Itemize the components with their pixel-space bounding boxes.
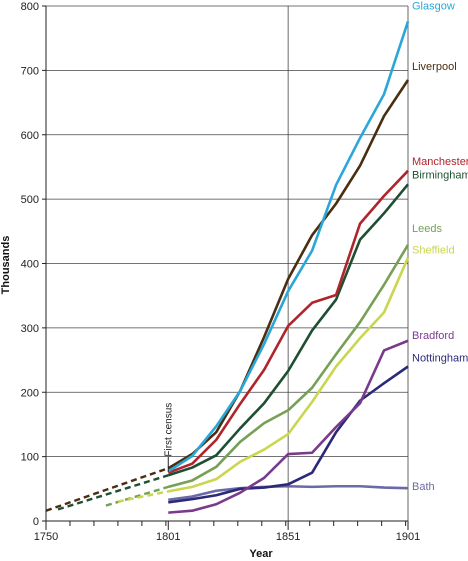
- series-line-leeds: [167, 244, 410, 489]
- series-label-nottingham: Nottingham: [412, 353, 468, 365]
- x-tick-label: 1901: [396, 531, 420, 543]
- x-tick-label: 1750: [34, 531, 58, 543]
- y-tick-label: 600: [21, 130, 39, 142]
- estimate-line: [57, 474, 169, 511]
- series-label-leeds: Leeds: [412, 223, 442, 235]
- x-tick-label: 1801: [156, 531, 180, 543]
- estimate-line: [117, 490, 169, 503]
- y-tick-label: 200: [21, 387, 39, 399]
- series-line-manchester: [167, 169, 409, 474]
- series-label-glasgow: Glasgow: [412, 0, 455, 12]
- x-axis-title: Year: [249, 548, 273, 560]
- x-tick-label: 1851: [276, 531, 300, 543]
- y-axis-title: Thousands: [0, 236, 12, 295]
- series-label-bath: Bath: [412, 481, 435, 493]
- y-tick-label: 0: [33, 516, 39, 528]
- y-tick-label: 700: [21, 65, 39, 77]
- series-label-birmingham: Birmingham: [412, 169, 468, 181]
- axes: [42, 5, 409, 530]
- series-label-bradford: Bradford: [412, 330, 454, 342]
- y-tick-label: 800: [21, 1, 39, 13]
- series-line-liverpool: [167, 79, 410, 470]
- pre-census-estimates: [45, 467, 169, 512]
- series-label-liverpool: Liverpool: [412, 61, 457, 73]
- annotation-first-census: First census: [163, 403, 174, 457]
- y-tick-label: 300: [21, 323, 39, 335]
- series-label-sheffield: Sheffield: [412, 245, 455, 257]
- y-tick-label: 100: [21, 452, 39, 464]
- series-line-birmingham: [167, 183, 410, 477]
- series-label-manchester: Manchester: [412, 156, 468, 168]
- y-tick-label: 500: [21, 194, 39, 206]
- series-line-glasgow: [167, 21, 410, 473]
- series-line-nottingham: [168, 365, 409, 504]
- annotations: First census: [163, 403, 174, 473]
- series-lines: [167, 21, 410, 514]
- series-line-sheffield: [168, 257, 410, 493]
- series-line-bradford: [168, 339, 409, 514]
- tick-labels: 0 100 200 300 400 500 600 700 800 1750 1801 1851 190…: [21, 1, 421, 543]
- estimate-line: [45, 467, 169, 512]
- y-tick-label: 400: [21, 259, 39, 271]
- series-line-bath: [168, 484, 409, 502]
- estimate-line: [105, 485, 169, 507]
